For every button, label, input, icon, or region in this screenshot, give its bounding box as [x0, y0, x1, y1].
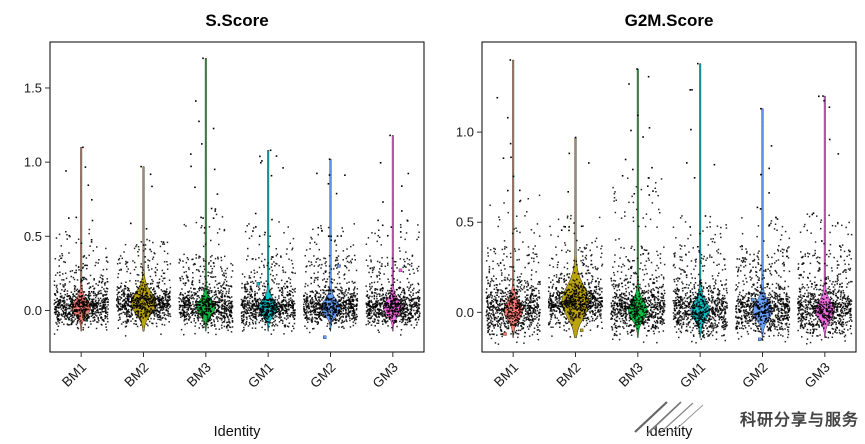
svg-text:1.0: 1.0	[24, 155, 42, 170]
svg-text:1.0: 1.0	[456, 125, 474, 140]
sscore-title: S.Score	[205, 11, 268, 30]
plot-layer-0: 0.0 0.5 1.0 1.5 BM1 BM2 BM3 GM1 GM2 GM3	[24, 41, 425, 391]
svg-text:0.5: 0.5	[24, 229, 42, 244]
panel-sscore: S.Score 0.0 0.5 1.0 1.5 BM1 BM2 BM3 GM1 GM2 GM3 I…	[0, 0, 432, 444]
svg-text:0.5: 0.5	[456, 215, 474, 230]
svg-text:GM3: GM3	[370, 360, 401, 391]
svg-text:BM1: BM1	[59, 360, 89, 390]
sscore-chart: S.Score 0.0 0.5 1.0 1.5 BM1 BM2 BM3 GM1 GM2 GM3 I…	[24, 11, 425, 440]
svg-text:GM2: GM2	[307, 360, 338, 391]
svg-text:BM3: BM3	[184, 360, 214, 390]
svg-text:BM2: BM2	[121, 360, 151, 390]
svg-text:0.0: 0.0	[456, 305, 474, 320]
svg-text:GM1: GM1	[245, 360, 276, 391]
panel-g2mscore: G2M.Score 0.0 0.5 1.0 BM1 BM2 BM3 GM1 GM2 GM3 Id…	[432, 0, 864, 444]
svg-text:1.5: 1.5	[24, 80, 42, 95]
svg-text:0.0: 0.0	[24, 303, 42, 318]
g2mscore-title: G2M.Score	[625, 11, 714, 30]
g2mscore-x-axis-label: Identity	[646, 424, 693, 440]
sscore-x-axis-label: Identity	[214, 424, 261, 440]
